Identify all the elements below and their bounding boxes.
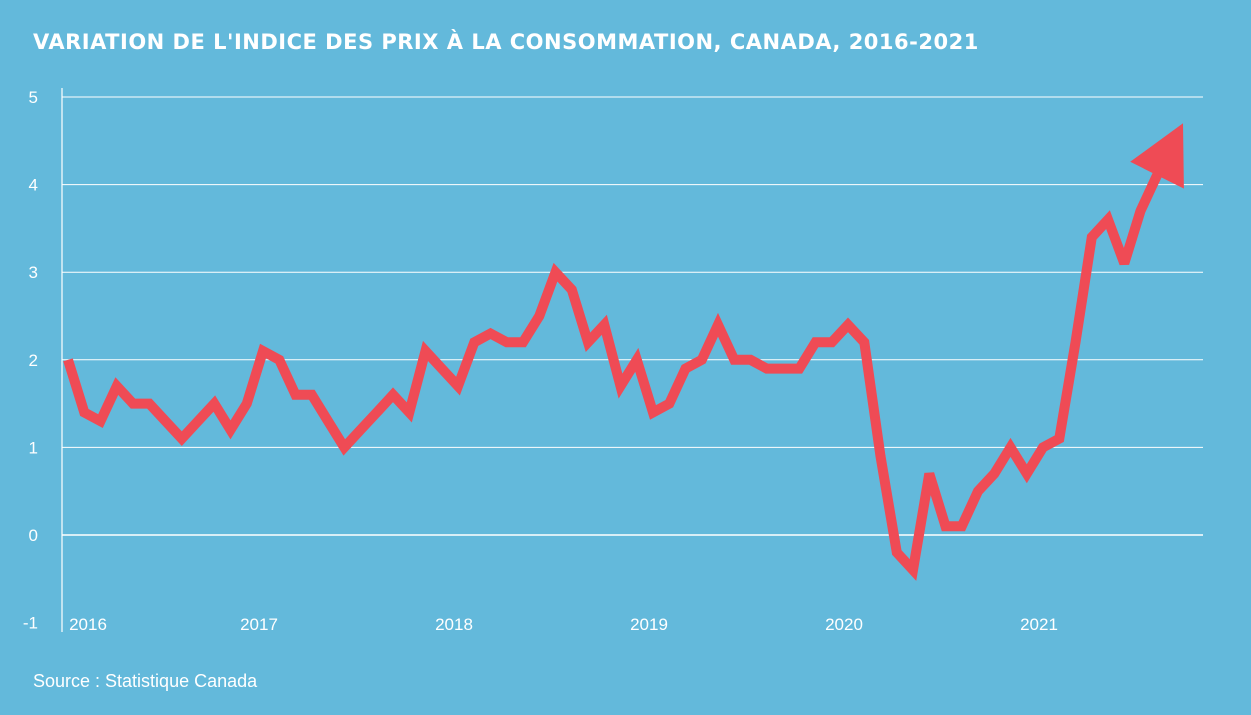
cpi-line: [63, 149, 1174, 581]
x-tick-label: 2019: [630, 615, 668, 634]
series-cpi: [63, 123, 1184, 581]
source-note: Source : Statistique Canada: [33, 671, 258, 691]
x-tick-label: 2020: [825, 615, 863, 634]
x-tick-label: 2017: [240, 615, 278, 634]
x-tick-label: 2021: [1020, 615, 1058, 634]
x-tick-label: 2018: [435, 615, 473, 634]
x-tick-label: 2016: [69, 615, 107, 634]
y-tick-label: 3: [29, 263, 38, 282]
y-tick-label: -1: [23, 614, 38, 633]
y-tick-label: 4: [29, 176, 38, 195]
y-tick-label: 0: [29, 526, 38, 545]
y-axis: 5 4 3 2 1 0 -1: [23, 88, 63, 633]
x-axis: 2016 2017 2018 2019 2020 2021: [69, 615, 1058, 634]
y-tick-label: 1: [29, 438, 38, 457]
y-tick-label: 2: [29, 351, 38, 370]
y-tick-label: 5: [29, 88, 38, 107]
arrow-head: [1130, 123, 1184, 189]
chart-title: VARIATION DE L'INDICE DES PRIX À LA CONS…: [33, 30, 979, 54]
